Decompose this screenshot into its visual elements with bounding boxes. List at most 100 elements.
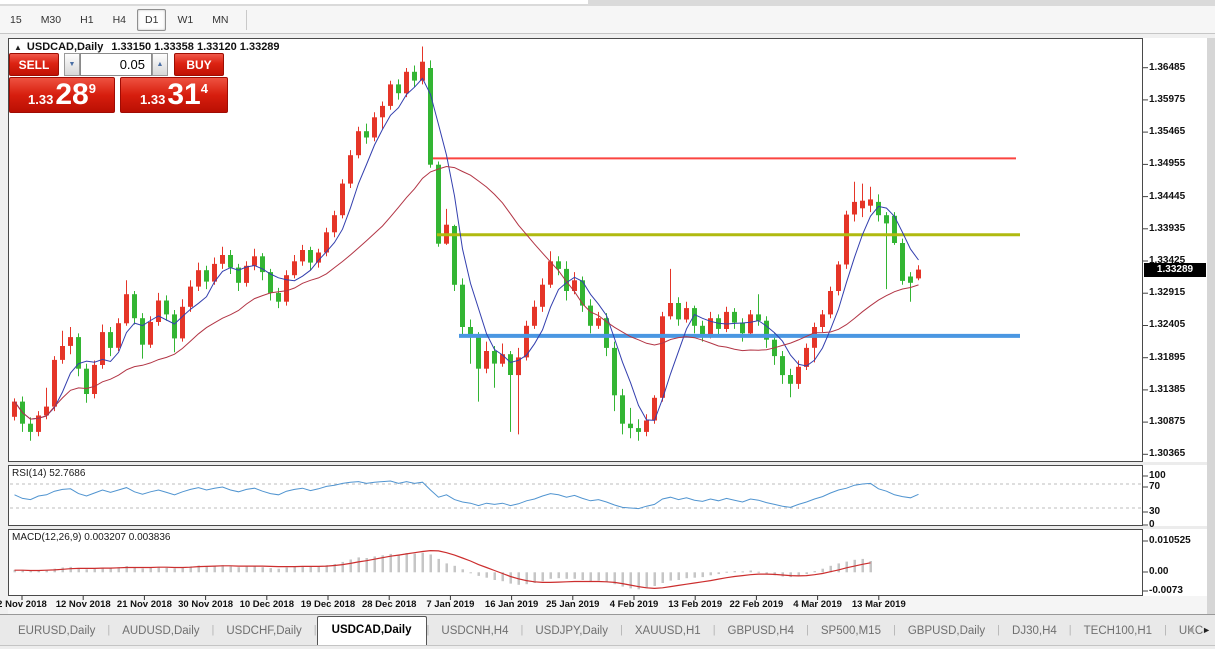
chart-tab-gbpusd-daily[interactable]: GBPUSD,Daily: [907, 625, 986, 637]
horizontal-lines-layer: [433, 157, 1020, 338]
collapse-panel-icon[interactable]: ▲: [14, 43, 22, 52]
candles-layer: [12, 46, 921, 441]
sell-price-prefix: 1.33: [28, 92, 54, 107]
buy-price-big: 31: [167, 78, 201, 111]
rsi-scale-label: 100: [1149, 470, 1166, 481]
tab-divider: |: [426, 624, 430, 636]
chart-tab-gbpusd-h4[interactable]: GBPUSD,H4: [727, 625, 795, 637]
price-scale-label: 1.33935: [1149, 223, 1186, 234]
pane-splitter[interactable]: [8, 462, 1207, 465]
rsi-scale-label: 0: [1149, 519, 1155, 530]
timeframe-button-H4[interactable]: H4: [112, 13, 126, 26]
spin-down-icon: ▼: [68, 61, 76, 68]
tab-divider: |: [313, 624, 317, 636]
axis-ticks-layer: [21, 67, 1148, 600]
rsi-scale-label: 70: [1149, 481, 1161, 492]
date-axis-label: 25 Jan 2019: [546, 599, 600, 610]
buy-price-panel[interactable]: 1.33 31 4: [120, 77, 228, 113]
chart-tab-usdchf-daily[interactable]: USDCHF,Daily: [226, 625, 302, 637]
timeframe-button-H1[interactable]: H1: [80, 13, 94, 26]
tab-scroll-arrows: ◄ ►: [1186, 625, 1211, 640]
rsi-indicator-label: RSI(14) 52.7686: [12, 468, 86, 479]
tab-scroll-right-icon[interactable]: ►: [1202, 625, 1211, 635]
sell-price-big: 28: [55, 78, 89, 111]
date-axis-label: 19 Dec 2018: [300, 599, 356, 610]
tab-divider: |: [712, 624, 716, 636]
price-scale-label: 1.30365: [1149, 448, 1186, 459]
tab-divider: |: [806, 624, 809, 636]
price-scale-label: 1.33425: [1149, 255, 1186, 266]
tab-scroll-left-icon[interactable]: ◄: [1186, 625, 1196, 635]
timeframe-button-D1[interactable]: D1: [137, 8, 167, 31]
macd-scale-label: 0.010525: [1149, 535, 1191, 546]
chart-tab-usdcad-daily[interactable]: USDCAD,Daily: [316, 616, 427, 645]
spin-up-icon: ▲: [156, 61, 164, 68]
price-scale-label: 1.32915: [1149, 287, 1186, 298]
buy-button[interactable]: BUY: [174, 53, 224, 76]
price-scale-label: 1.35975: [1149, 94, 1186, 105]
timeframe-button-M30[interactable]: M30: [40, 13, 62, 26]
sell-price-pip: 9: [88, 81, 96, 96]
current-price-badge: 1.33289: [1144, 263, 1206, 277]
date-axis-label: 22 Feb 2019: [729, 599, 784, 610]
date-axis-label: 13 Feb 2019: [668, 599, 723, 610]
lot-size-input[interactable]: 0.05: [80, 53, 152, 76]
tab-divider: |: [892, 624, 896, 636]
timeframe-button-MN[interactable]: MN: [212, 13, 229, 26]
chart-tab-xauusd-h1[interactable]: XAUUSD,H1: [634, 625, 701, 637]
chart-tab-tech100-h1[interactable]: TECH100,H1: [1083, 625, 1153, 637]
tab-divider: |: [107, 624, 111, 636]
price-scale-label: 1.32405: [1149, 319, 1186, 330]
rsi-scale-label: 30: [1149, 506, 1161, 517]
date-axis-label: 10 Dec 2018: [239, 599, 295, 610]
chart-window: ▲ USDCAD,Daily 1.33150 1.33358 1.33120 1.3…: [0, 38, 1207, 614]
upper-toolbar-edge: [0, 0, 1215, 6]
price-scale-label: 1.31895: [1149, 352, 1186, 363]
date-axis-label: 30 Nov 2018: [178, 599, 234, 610]
timeframe-toolbar: 15 M30 H1 H4 D1 W1 MN: [0, 6, 1215, 34]
date-axis-label: 12 Nov 2018: [55, 599, 111, 610]
candlestick-chart[interactable]: [8, 38, 1207, 614]
buy-price-pip: 4: [200, 81, 208, 96]
chart-tab-sp500-m15[interactable]: SP500,M15: [820, 625, 881, 637]
moving-averages-layer: [14, 77, 919, 421]
buy-price-prefix: 1.33: [140, 92, 166, 107]
tab-divider: |: [1068, 624, 1072, 636]
macd-scale-label: 0.00: [1149, 566, 1169, 577]
macd-indicator-label: MACD(12,26,9) 0.003207 0.003836: [12, 532, 171, 543]
timeframe-button-15[interactable]: 15: [10, 13, 22, 26]
date-axis-label: 7 Jan 2019: [426, 599, 475, 610]
window-right-edge: [1207, 38, 1215, 614]
upper-toolbar-remnant: [0, 0, 588, 4]
toolbar-separator: [245, 9, 247, 30]
chart-tab-ukc[interactable]: UKC: [1178, 625, 1204, 637]
sell-button[interactable]: SELL: [9, 53, 59, 76]
price-scale-label: 1.30875: [1149, 416, 1186, 427]
status-bar-edge: [0, 645, 1215, 649]
date-axis-label: 16 Jan 2019: [484, 599, 539, 610]
chart-tab-bar: EURUSD,Daily | AUDUSD,Daily | USDCHF,Daily | U…: [0, 614, 1215, 645]
timeframe-button-W1[interactable]: W1: [177, 13, 194, 26]
tab-divider: |: [997, 624, 1001, 636]
tab-divider: |: [520, 624, 524, 636]
chart-tab-usdcnh-h4[interactable]: USDCNH,H4: [441, 625, 509, 637]
date-axis-label: 13 Mar 2019: [851, 599, 906, 610]
sell-price-panel[interactable]: 1.33 28 9: [9, 77, 115, 113]
price-scale-label: 1.36485: [1149, 62, 1186, 73]
date-axis-label: 4 Mar 2019: [793, 599, 842, 610]
pane-splitter[interactable]: [8, 526, 1207, 529]
chart-tab-usdjpy-daily[interactable]: USDJPY,Daily: [535, 625, 608, 637]
tab-divider: |: [620, 624, 623, 636]
price-scale-label: 1.34445: [1149, 191, 1186, 202]
lot-decrease-button[interactable]: ▼: [64, 53, 80, 76]
date-axis-label: 4 Feb 2019: [609, 599, 659, 610]
chart-tab-dj30-h4[interactable]: DJ30,H4: [1012, 625, 1057, 637]
lot-increase-button[interactable]: ▲: [152, 53, 168, 76]
chart-tab-eurusd-daily[interactable]: EURUSD,Daily: [18, 625, 96, 637]
macd-scale-label: -0.0073: [1149, 585, 1183, 596]
price-scale-label: 1.35465: [1149, 126, 1186, 137]
chart-tab-audusd-daily[interactable]: AUDUSD,Daily: [122, 625, 200, 637]
tab-divider: |: [211, 624, 215, 636]
date-axis-strip: [8, 596, 1207, 614]
